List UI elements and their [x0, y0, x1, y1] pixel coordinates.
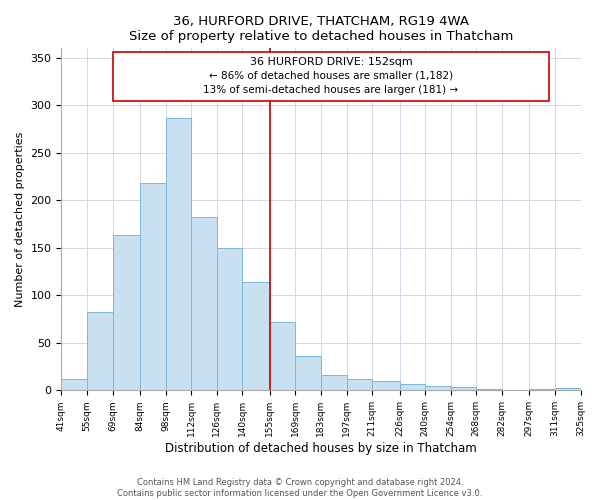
Text: ← 86% of detached houses are smaller (1,182): ← 86% of detached houses are smaller (1,…: [209, 71, 453, 81]
Bar: [400, 384, 425, 390]
Text: Contains HM Land Registry data © Crown copyright and database right 2024.
Contai: Contains HM Land Registry data © Crown c…: [118, 478, 482, 498]
Bar: [166, 118, 191, 390]
Bar: [113, 236, 140, 390]
Bar: [87, 312, 113, 390]
Text: 36 HURFORD DRIVE: 152sqm: 36 HURFORD DRIVE: 152sqm: [250, 56, 412, 66]
Bar: [61, 379, 87, 390]
X-axis label: Distribution of detached houses by size in Thatcham: Distribution of detached houses by size …: [165, 442, 477, 455]
Bar: [217, 248, 242, 390]
Bar: [270, 322, 295, 390]
Bar: [347, 379, 372, 390]
Bar: [242, 282, 270, 391]
Bar: [295, 356, 321, 390]
Text: 13% of semi-detached houses are larger (181) →: 13% of semi-detached houses are larger (…: [203, 85, 458, 95]
Bar: [191, 218, 217, 390]
Bar: [451, 388, 476, 390]
Bar: [425, 386, 451, 390]
FancyBboxPatch shape: [113, 52, 550, 100]
Bar: [555, 388, 581, 390]
Bar: [321, 375, 347, 390]
Bar: [140, 183, 166, 390]
Title: 36, HURFORD DRIVE, THATCHAM, RG19 4WA
Size of property relative to detached hous: 36, HURFORD DRIVE, THATCHAM, RG19 4WA Si…: [129, 15, 513, 43]
Y-axis label: Number of detached properties: Number of detached properties: [15, 132, 25, 307]
Bar: [372, 381, 400, 390]
